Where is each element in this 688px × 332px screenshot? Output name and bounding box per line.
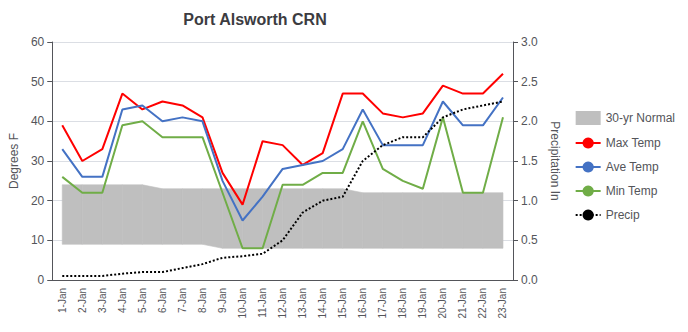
svg-text:1.0: 1.0 bbox=[521, 194, 538, 208]
svg-text:2-Jan: 2-Jan bbox=[77, 288, 88, 313]
svg-text:50: 50 bbox=[31, 75, 45, 89]
svg-text:7-Jan: 7-Jan bbox=[177, 288, 188, 313]
svg-text:5-Jan: 5-Jan bbox=[137, 288, 148, 313]
svg-text:3.0: 3.0 bbox=[521, 35, 538, 49]
svg-text:8-Jan: 8-Jan bbox=[197, 288, 208, 313]
svg-text:Port Alsworth CRN: Port Alsworth CRN bbox=[183, 11, 326, 28]
svg-text:1.5: 1.5 bbox=[521, 154, 538, 168]
svg-text:14-Jan: 14-Jan bbox=[317, 288, 328, 319]
svg-text:60: 60 bbox=[31, 35, 45, 49]
svg-text:Ave Temp: Ave Temp bbox=[606, 160, 659, 174]
svg-text:12-Jan: 12-Jan bbox=[277, 288, 288, 319]
svg-text:13-Jan: 13-Jan bbox=[297, 288, 308, 319]
svg-text:18-Jan: 18-Jan bbox=[397, 288, 408, 319]
svg-text:21-Jan: 21-Jan bbox=[457, 288, 468, 319]
svg-text:30-yr Normal: 30-yr Normal bbox=[606, 111, 675, 125]
svg-text:20-Jan: 20-Jan bbox=[437, 288, 448, 319]
svg-text:16-Jan: 16-Jan bbox=[357, 288, 368, 319]
svg-text:10: 10 bbox=[31, 233, 45, 247]
svg-text:0.5: 0.5 bbox=[521, 233, 538, 247]
svg-text:19-Jan: 19-Jan bbox=[417, 288, 428, 319]
svg-text:Max Temp: Max Temp bbox=[606, 136, 661, 150]
svg-text:2.5: 2.5 bbox=[521, 75, 538, 89]
svg-text:Precipitation In: Precipitation In bbox=[548, 121, 562, 200]
svg-text:15-Jan: 15-Jan bbox=[337, 288, 348, 319]
svg-text:Precip: Precip bbox=[606, 208, 640, 222]
svg-text:1-Jan: 1-Jan bbox=[57, 288, 68, 313]
svg-text:20: 20 bbox=[31, 194, 45, 208]
svg-text:30: 30 bbox=[31, 154, 45, 168]
svg-text:40: 40 bbox=[31, 114, 45, 128]
svg-text:3-Jan: 3-Jan bbox=[97, 288, 108, 313]
svg-text:2.0: 2.0 bbox=[521, 114, 538, 128]
svg-text:22-Jan: 22-Jan bbox=[477, 288, 488, 319]
svg-text:17-Jan: 17-Jan bbox=[377, 288, 388, 319]
svg-text:0: 0 bbox=[38, 273, 45, 287]
svg-text:11-Jan: 11-Jan bbox=[257, 288, 268, 318]
svg-text:Min Temp: Min Temp bbox=[606, 184, 658, 198]
svg-text:4-Jan: 4-Jan bbox=[117, 288, 128, 313]
svg-text:Degrees F: Degrees F bbox=[7, 133, 21, 189]
svg-text:0.0: 0.0 bbox=[521, 273, 538, 287]
svg-text:9-Jan: 9-Jan bbox=[217, 288, 228, 313]
svg-text:10-Jan: 10-Jan bbox=[237, 288, 248, 319]
svg-text:6-Jan: 6-Jan bbox=[157, 288, 168, 313]
svg-text:23-Jan: 23-Jan bbox=[497, 288, 508, 319]
